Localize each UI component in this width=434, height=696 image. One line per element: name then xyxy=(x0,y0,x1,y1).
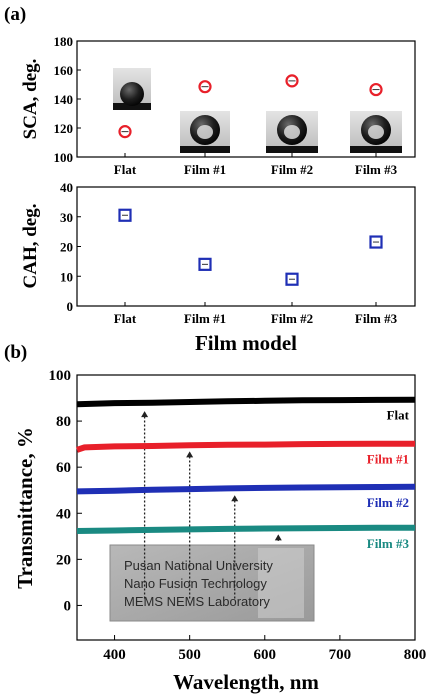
cah-x-tick-label: Flat xyxy=(114,311,137,326)
transmittance-chart: Pusan National University Nano Fusion Te… xyxy=(13,368,426,694)
droplet-image-flat xyxy=(113,68,151,110)
transmittance-x-axis-title: Wavelength, nm xyxy=(173,670,319,694)
cah-y-tick-label: 20 xyxy=(60,240,73,255)
transmittance-plot-frame xyxy=(76,374,416,641)
transmittance-series-label: Film #1 xyxy=(367,452,409,467)
transmittance-y-axis-title: Transmittance, % xyxy=(13,427,37,589)
transmittance-series-label: Film #3 xyxy=(367,536,410,551)
transmittance-x-tick-label: 700 xyxy=(329,647,352,663)
cah-y-tick-label: 30 xyxy=(60,210,73,225)
cah-y-tick-label: 40 xyxy=(60,180,73,195)
droplet-image-film-3 xyxy=(350,111,402,153)
transmittance-y-tick-label: 80 xyxy=(56,414,71,430)
cah-y-tick-label: 0 xyxy=(67,299,74,314)
sca-x-tick-label: Film #3 xyxy=(355,162,398,177)
sca-y-tick-label: 100 xyxy=(54,150,74,165)
sca-data-point xyxy=(198,80,212,94)
sca-data-point xyxy=(118,125,132,139)
transmittance-series-line xyxy=(76,396,416,408)
cah-data-point xyxy=(285,272,299,286)
sca-x-tick-label: Film #2 xyxy=(271,162,313,177)
transmittance-series-line xyxy=(76,440,415,453)
cah-chart: 0 10 20 30 40 Flat Film #1 Film #2 Film #3 CAH,… xyxy=(20,180,416,355)
cah-data-point xyxy=(118,208,132,222)
sca-y-tick-label: 140 xyxy=(54,92,74,107)
photo-text-line-3: MEMS NEMS Laboratory xyxy=(124,594,270,609)
transmittance-arrow-head xyxy=(186,451,194,458)
transmittance-y-tick-label: 40 xyxy=(56,506,71,522)
photo-text-line-1: Pusan National University xyxy=(124,558,273,573)
cah-data-point xyxy=(198,257,212,271)
transmittance-y-tick-label: 60 xyxy=(56,460,71,476)
transmittance-series-line xyxy=(76,483,416,495)
cah-x-tick-label: Film #3 xyxy=(355,311,398,326)
transmittance-y-tick-label: 100 xyxy=(49,368,72,384)
sca-x-tick-label: Film #1 xyxy=(184,162,226,177)
cah-plot-frame xyxy=(76,186,416,307)
droplet-image-film-1 xyxy=(180,111,230,153)
sca-y-tick-label: 160 xyxy=(54,63,74,78)
sca-y-axis-title: SCA, deg. xyxy=(20,59,41,140)
transmittance-series-label: Flat xyxy=(387,408,410,423)
sca-data-point xyxy=(369,82,383,97)
transmittance-x-tick-label: 600 xyxy=(254,647,277,663)
cah-x-tick-label: Film #1 xyxy=(184,311,226,326)
transmittance-arrow-head xyxy=(141,411,149,418)
transmittance-arrow-head xyxy=(274,534,282,541)
transmittance-x-tick-label: 800 xyxy=(404,647,427,663)
sample-photo: Pusan National University Nano Fusion Te… xyxy=(109,544,315,622)
panel-label-a: (a) xyxy=(4,4,26,25)
cah-x-axis-title: Film model xyxy=(195,331,297,355)
transmittance-series-label: Film #2 xyxy=(367,495,409,510)
cah-data-point xyxy=(369,235,383,249)
panel-label-b: (b) xyxy=(4,342,27,363)
cah-y-tick-label: 10 xyxy=(60,269,73,284)
transmittance-x-tick-label: 400 xyxy=(103,647,126,663)
sca-x-tick-label: Flat xyxy=(114,162,137,177)
transmittance-y-tick-label: 20 xyxy=(56,552,71,568)
sca-chart: 100 120 140 160 180 Flat Film #1 Film #2 Film #… xyxy=(20,34,416,177)
sca-y-tick-label: 180 xyxy=(54,34,74,49)
cah-x-tick-label: Film #2 xyxy=(271,311,313,326)
transmittance-arrow-head xyxy=(231,495,239,502)
sca-y-tick-label: 120 xyxy=(54,121,74,136)
transmittance-series-line xyxy=(76,524,415,534)
sca-data-point xyxy=(285,74,299,88)
droplet-image-film-2 xyxy=(266,111,318,153)
cah-y-axis-title: CAH, deg. xyxy=(20,204,41,289)
transmittance-x-tick-label: 500 xyxy=(178,647,201,663)
photo-text-line-2: Nano Fusion Technology xyxy=(124,576,267,591)
transmittance-y-tick-label: 0 xyxy=(64,598,72,614)
